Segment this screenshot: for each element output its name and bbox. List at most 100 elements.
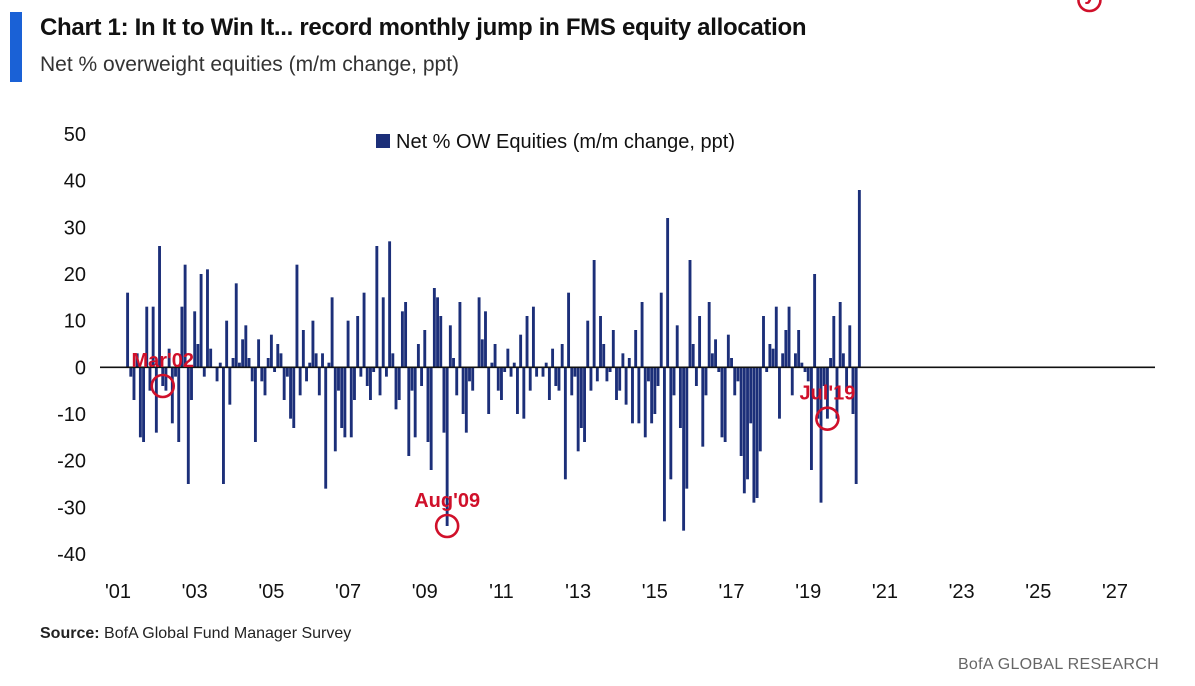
bar (151, 306, 155, 368)
bar (247, 358, 251, 368)
bar (362, 292, 366, 368)
bar (800, 362, 804, 368)
bar (378, 367, 382, 396)
bar (656, 367, 660, 386)
bar (563, 367, 567, 480)
bar (678, 367, 682, 428)
bar (353, 367, 356, 400)
bar (599, 316, 602, 368)
bar (471, 367, 475, 391)
bar (500, 367, 503, 400)
bar (516, 367, 519, 414)
bar (643, 367, 647, 438)
bar (388, 241, 392, 368)
bar (170, 367, 174, 424)
bar (672, 367, 676, 396)
bar (762, 316, 765, 368)
bar (145, 306, 149, 368)
annotations: Mar'02 Aug'09 Jul'19 May'26 (131, 0, 1122, 539)
annotation-circle (1077, 0, 1102, 13)
bar (186, 367, 190, 484)
bar (410, 367, 414, 391)
bar (829, 358, 833, 368)
bar (487, 367, 491, 414)
bar (190, 367, 193, 400)
bar (739, 367, 743, 456)
bar (448, 325, 452, 368)
bar (669, 367, 673, 480)
legend-swatch (376, 134, 390, 148)
bar (857, 190, 861, 368)
bar (790, 367, 794, 396)
bar (781, 353, 785, 368)
bar (397, 367, 401, 400)
bar (253, 367, 257, 442)
bar (765, 367, 769, 372)
bar (394, 367, 398, 410)
bar (662, 367, 666, 522)
bar (506, 348, 510, 368)
bar (819, 367, 823, 503)
bar (825, 367, 829, 419)
bar (260, 367, 264, 382)
header-accent-bar (10, 12, 22, 82)
bar (535, 367, 539, 377)
bar (154, 367, 158, 433)
bar (589, 367, 593, 391)
bar (525, 316, 529, 368)
bar (592, 260, 596, 368)
bar (148, 367, 152, 391)
bar (675, 325, 679, 368)
y-tick-label: -10 (57, 404, 86, 426)
bar (554, 367, 558, 386)
bar (809, 367, 813, 470)
bar (180, 306, 184, 368)
bar (346, 320, 350, 368)
bar (263, 367, 267, 396)
bar (752, 367, 756, 503)
bar (647, 367, 650, 382)
bar (774, 306, 778, 368)
bar (237, 362, 241, 368)
bar (308, 362, 312, 368)
bar (701, 367, 705, 447)
bar (333, 367, 337, 452)
bar (560, 344, 564, 368)
source-text: BofA Global Fund Manager Survey (99, 625, 352, 642)
bar (289, 367, 292, 419)
bar (519, 334, 523, 368)
bar (340, 367, 344, 428)
bar (436, 297, 439, 368)
bar (416, 344, 420, 368)
y-axis: 50 40 30 20 10 0 -10 -20 -30 -40 (57, 124, 86, 566)
bar (627, 358, 631, 368)
bar (384, 367, 388, 377)
bar (330, 297, 334, 368)
bar (349, 367, 353, 438)
bar (276, 344, 280, 368)
bar (509, 367, 513, 377)
bar (269, 334, 273, 368)
bar (174, 367, 177, 377)
bar (832, 316, 836, 368)
x-tick-label: '25 (1025, 581, 1051, 603)
bar (806, 367, 810, 382)
x-tick-label: '09 (412, 581, 438, 603)
bar (851, 367, 855, 414)
bar (547, 367, 551, 400)
bar (666, 218, 670, 368)
bar (704, 367, 708, 396)
annotation-label: Aug'09 (414, 490, 480, 512)
y-tick-label: -20 (57, 451, 86, 473)
annotation-label: Mar'02 (131, 350, 194, 372)
bar (292, 367, 296, 428)
bar (637, 367, 641, 424)
bar (193, 311, 197, 368)
y-tick-label: 10 (64, 311, 86, 333)
y-tick-label: 20 (64, 264, 86, 286)
bar (707, 302, 711, 368)
bar (305, 367, 308, 382)
bar (266, 358, 270, 368)
source-label: Source: (40, 625, 100, 642)
source-note: Source: BofA Global Fund Manager Survey (40, 625, 351, 643)
